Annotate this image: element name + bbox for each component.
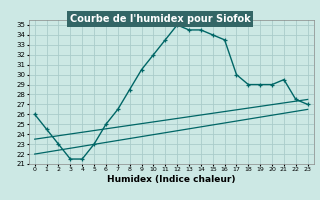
X-axis label: Humidex (Indice chaleur): Humidex (Indice chaleur) — [107, 175, 236, 184]
Text: Courbe de l'humidex pour Siofok: Courbe de l'humidex pour Siofok — [70, 14, 250, 24]
